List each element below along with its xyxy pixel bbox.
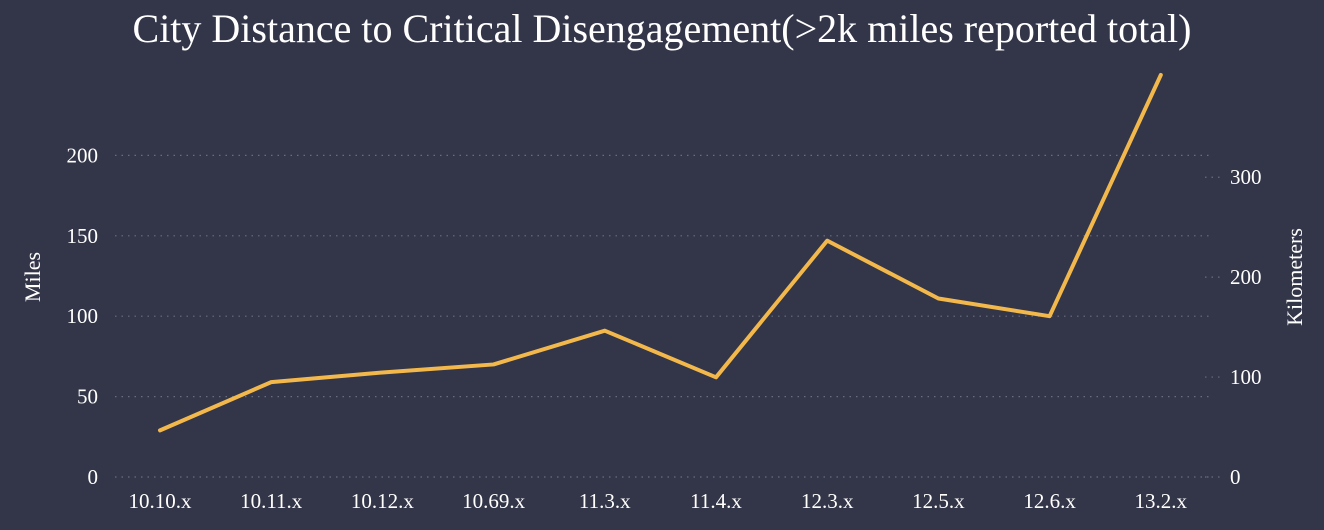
x-tick-label: 10.11.x bbox=[240, 489, 303, 513]
x-tick-label: 13.2.x bbox=[1135, 489, 1188, 513]
y2-tick-label: 100 bbox=[1230, 365, 1262, 389]
grid-lines bbox=[115, 154, 1210, 478]
y2-axis-ticks: 0 100 200 300 bbox=[1205, 165, 1262, 489]
x-tick-label: 10.12.x bbox=[351, 489, 415, 513]
y2-tick-label: 200 bbox=[1230, 265, 1262, 289]
y-tick-label: 0 bbox=[88, 465, 99, 489]
y2-tick-label: 300 bbox=[1230, 165, 1262, 189]
series-line bbox=[158, 73, 1163, 433]
x-tick-label: 12.5.x bbox=[912, 489, 965, 513]
x-tick-label: 11.4.x bbox=[690, 489, 742, 513]
y-tick-label: 100 bbox=[67, 304, 99, 328]
chart-title: City Distance to Critical Disengagement(… bbox=[133, 6, 1192, 51]
series-layer bbox=[158, 73, 1163, 433]
y-tick-label: 200 bbox=[67, 143, 99, 167]
x-tick-label: 11.3.x bbox=[579, 489, 631, 513]
y-axis-ticks: 0 50 100 150 200 bbox=[67, 143, 99, 489]
y-tick-label: 50 bbox=[77, 385, 98, 409]
x-tick-label: 10.69.x bbox=[462, 489, 526, 513]
y-tick-label: 150 bbox=[67, 224, 99, 248]
y-axis-label: Miles bbox=[20, 252, 45, 302]
x-tick-label: 12.6.x bbox=[1023, 489, 1076, 513]
y2-axis-label: Kilometers bbox=[1282, 228, 1307, 326]
x-axis-ticks: 10.10.x 10.11.x 10.12.x 10.69.x 11.3.x 11.4.x… bbox=[129, 489, 1188, 513]
x-tick-label: 10.10.x bbox=[129, 489, 193, 513]
y2-tick-label: 0 bbox=[1230, 465, 1241, 489]
x-tick-label: 12.3.x bbox=[801, 489, 854, 513]
